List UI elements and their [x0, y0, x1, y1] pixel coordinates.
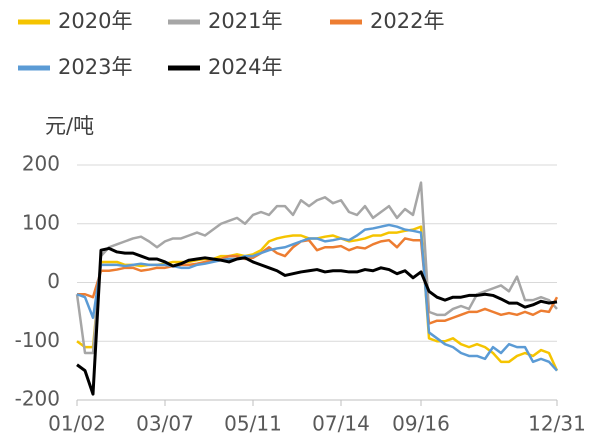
- x-tick-label: 01/02: [48, 412, 106, 436]
- legend-label: 2021年: [208, 9, 282, 33]
- legend-label: 2024年: [208, 55, 282, 79]
- y-tick-label: 0: [47, 269, 60, 293]
- y-tick-label: 200: [22, 152, 60, 176]
- y-tick-label: -200: [15, 387, 60, 411]
- legend-label: 2022年: [370, 9, 444, 33]
- series-line: [75, 181, 558, 355]
- y-axis-label: 元/吨: [45, 114, 94, 138]
- x-tick-label: 07/14: [312, 412, 370, 436]
- y-tick-label: -100: [15, 328, 60, 352]
- legend-label: 2023年: [58, 55, 132, 79]
- x-tick-label: 09/16: [392, 412, 450, 436]
- series-line: [76, 223, 558, 372]
- y-tick-label: 100: [22, 210, 60, 234]
- legend-label: 2020年: [58, 9, 132, 33]
- series-line: [76, 246, 558, 396]
- x-tick-label: 12/31: [528, 412, 586, 436]
- x-tick-label: 05/11: [224, 412, 282, 436]
- series-line: [77, 237, 559, 325]
- x-tick-label: 03/07: [136, 412, 194, 436]
